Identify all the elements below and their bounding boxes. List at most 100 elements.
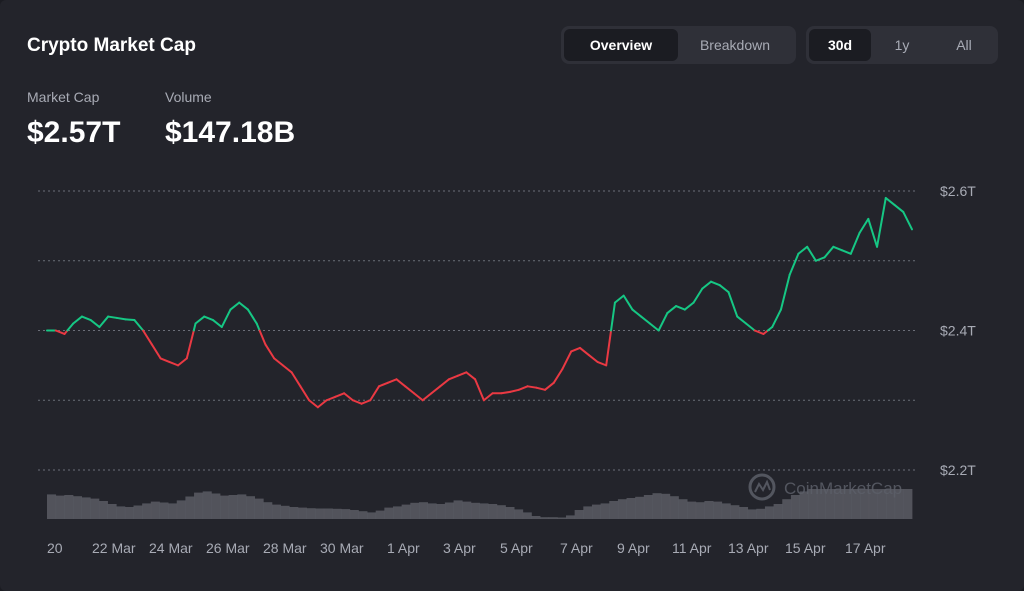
x-tick-label: 7 Apr xyxy=(560,540,593,556)
x-axis: 20 22 Mar 24 Mar 26 Mar 28 Mar 30 Mar 1 Apr 3 A… xyxy=(47,540,886,556)
volume-bar xyxy=(894,489,904,519)
volume-bar xyxy=(764,506,774,519)
volume-bar xyxy=(453,500,463,519)
volume-bar xyxy=(263,502,273,519)
volume-bar xyxy=(868,489,878,519)
volume-bar xyxy=(600,503,610,519)
price-line-segment xyxy=(884,196,896,206)
volume-bar xyxy=(194,492,204,519)
price-line-segment xyxy=(465,371,477,381)
tab-breakdown[interactable]: Breakdown xyxy=(699,37,771,53)
volume-bar xyxy=(150,501,160,519)
range-30d-button[interactable]: 30d xyxy=(809,29,871,61)
volume-bar xyxy=(730,505,740,519)
watermark: CoinMarketCap xyxy=(748,473,902,501)
price-line-segment xyxy=(666,305,678,315)
volume-bar xyxy=(107,504,117,519)
price-line-segment xyxy=(744,322,756,332)
volume-bar xyxy=(903,489,913,519)
range-1y-button[interactable]: 1y xyxy=(894,37,910,53)
market-cap-label: Market Cap xyxy=(27,89,100,105)
price-line-segment xyxy=(124,318,136,322)
volume-bar xyxy=(358,511,368,519)
price-line-segment xyxy=(115,316,127,321)
x-tick-label: 3 Apr xyxy=(443,540,476,556)
x-tick-label: 26 Mar xyxy=(206,540,250,556)
volume-bar xyxy=(410,502,420,519)
y-tick-label: $2.4T xyxy=(940,323,976,339)
price-line-segment xyxy=(185,329,195,360)
tab-overview[interactable]: Overview xyxy=(564,29,678,61)
volume-bar xyxy=(418,502,428,519)
price-line-segment xyxy=(229,301,241,311)
price-line-segment xyxy=(622,294,634,311)
price-line-segment xyxy=(378,381,389,388)
volume-bar xyxy=(341,509,351,519)
volume-bar xyxy=(211,493,221,519)
volume-bar xyxy=(306,508,316,519)
price-line-segment xyxy=(657,312,669,332)
price-line-segment xyxy=(107,315,118,319)
price-line-segment xyxy=(299,385,311,402)
price-line-segment xyxy=(89,319,101,329)
price-line-segment xyxy=(692,287,704,304)
logo-wave xyxy=(754,479,771,493)
price-line-segment xyxy=(509,388,520,393)
volume-bar xyxy=(280,505,290,519)
volume-bars xyxy=(47,489,913,519)
price-line-segment xyxy=(273,357,284,367)
price-line-segment xyxy=(718,284,730,294)
volume-bar xyxy=(116,506,126,519)
volume-bar xyxy=(739,507,749,519)
market-cap-value: $2.57T xyxy=(27,116,121,149)
volume-bar xyxy=(367,512,377,519)
price-line-segment xyxy=(456,371,468,377)
volume-bar xyxy=(133,505,143,519)
grid-lines xyxy=(38,190,918,471)
x-tick-label: 15 Apr xyxy=(785,540,826,556)
volume-bar xyxy=(488,504,498,519)
price-line-segment xyxy=(325,395,337,402)
x-tick-label: 24 Mar xyxy=(149,540,193,556)
x-tick-label: 11 Apr xyxy=(672,540,712,556)
volume-bar xyxy=(124,507,134,519)
volume-bar xyxy=(687,501,697,519)
volume-bar xyxy=(574,510,584,519)
range-all-button[interactable]: All xyxy=(956,37,972,53)
volume-bar xyxy=(228,495,238,519)
price-line-segment xyxy=(80,315,92,322)
price-line-segment xyxy=(316,399,328,409)
price-line-segment xyxy=(258,329,267,346)
price-line-segment xyxy=(578,346,590,356)
volume-bar xyxy=(540,517,550,519)
price-line-segment xyxy=(867,217,879,248)
volume-bar xyxy=(635,496,645,519)
price-line-segment xyxy=(596,360,608,367)
volume-bar xyxy=(695,502,705,519)
x-tick-label: 1 Apr xyxy=(387,540,420,556)
volume-bar xyxy=(747,509,757,519)
volume-bar xyxy=(81,497,91,519)
volume-bar xyxy=(548,517,558,519)
volume-bar xyxy=(721,503,731,519)
volume-bar xyxy=(98,501,108,519)
volume-bar xyxy=(799,491,809,519)
volume-bar xyxy=(393,506,403,519)
price-line-segment xyxy=(150,343,162,360)
price-line-segment xyxy=(238,301,249,311)
price-line-segment xyxy=(675,305,686,311)
volume-bar xyxy=(591,504,601,519)
volume-bar xyxy=(661,493,671,519)
volume-bar xyxy=(401,504,411,519)
volume-bar xyxy=(514,509,524,519)
price-line-segment xyxy=(474,378,485,402)
volume-bar xyxy=(245,496,255,519)
price-line-segment xyxy=(334,392,346,398)
volume-bar xyxy=(142,503,152,519)
price-line-segment xyxy=(771,308,782,329)
price-line-segment xyxy=(631,308,643,318)
volume-bar xyxy=(237,494,247,519)
price-line-segment xyxy=(640,315,651,325)
price-line-segment xyxy=(832,245,844,252)
